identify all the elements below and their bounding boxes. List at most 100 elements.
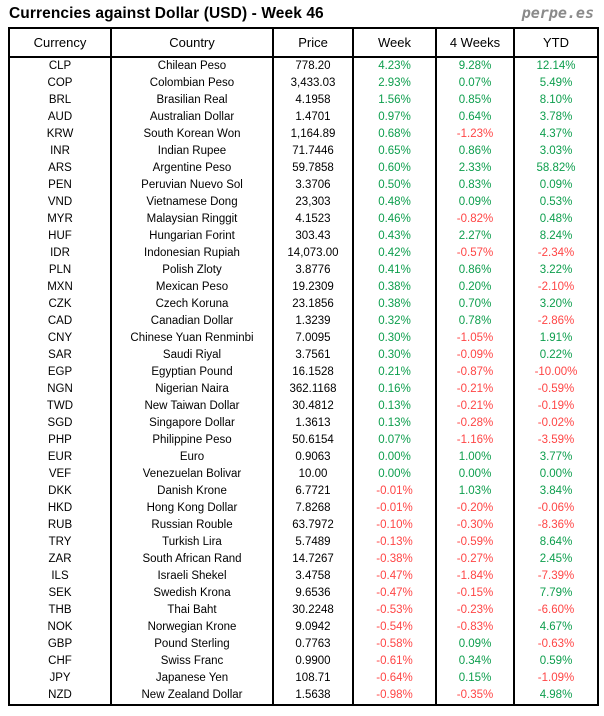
cell-week-change: 2.93% [352, 75, 437, 92]
cell-price: 0.9900 [272, 653, 354, 670]
titlebar: Currencies against Dollar (USD) - Week 4… [8, 3, 597, 27]
table-row: GBP Pound Sterling 0.7763 -0.58% 0.09% -0.63% [8, 636, 599, 653]
cell-4week-change: 0.34% [435, 653, 515, 670]
table-row: THB Thai Baht 30.2248 -0.53% -0.23% -6.60% [8, 602, 599, 619]
cell-4week-change: -0.23% [435, 602, 515, 619]
cell-ytd-change: -0.19% [513, 398, 599, 415]
cell-4week-change: 0.78% [435, 313, 515, 330]
cell-country: Peruvian Nuevo Sol [110, 177, 274, 194]
table-body: CLP Chilean Peso 778.20 4.23% 9.28% 12.14% COP… [8, 57, 599, 705]
cell-week-change: 4.23% [352, 57, 437, 75]
cell-ytd-change: -8.36% [513, 517, 599, 534]
cell-price: 7.8268 [272, 500, 354, 517]
cell-price: 3.8776 [272, 262, 354, 279]
cell-4week-change: 2.33% [435, 160, 515, 177]
cell-4week-change: -0.83% [435, 619, 515, 636]
cell-4week-change: -0.28% [435, 415, 515, 432]
cell-currency-code: DKK [8, 483, 112, 500]
table-row: SGD Singapore Dollar 1.3613 0.13% -0.28% -0.0… [8, 415, 599, 432]
cell-currency-code: MYR [8, 211, 112, 228]
cell-country: Singapore Dollar [110, 415, 274, 432]
cell-country: Saudi Riyal [110, 347, 274, 364]
cell-country: Australian Dollar [110, 109, 274, 126]
cell-week-change: 0.30% [352, 330, 437, 347]
col-header-week: Week [352, 28, 437, 58]
cell-week-change: 0.32% [352, 313, 437, 330]
cell-week-change: 0.13% [352, 398, 437, 415]
cell-country: Pound Sterling [110, 636, 274, 653]
cell-ytd-change: -1.09% [513, 670, 599, 687]
cell-ytd-change: 58.82% [513, 160, 599, 177]
cell-week-change: -0.13% [352, 534, 437, 551]
cell-country: Israeli Shekel [110, 568, 274, 585]
cell-currency-code: AUD [8, 109, 112, 126]
cell-4week-change: 0.15% [435, 670, 515, 687]
cell-price: 7.0095 [272, 330, 354, 347]
cell-currency-code: PLN [8, 262, 112, 279]
cell-4week-change: 1.00% [435, 449, 515, 466]
cell-week-change: 0.42% [352, 245, 437, 262]
table-row: KRW South Korean Won 1,164.89 0.68% -1.23% 4.… [8, 126, 599, 143]
cell-4week-change: 0.00% [435, 466, 515, 483]
cell-country: Vietnamese Dong [110, 194, 274, 211]
cell-week-change: 1.56% [352, 92, 437, 109]
cell-4week-change: 1.03% [435, 483, 515, 500]
cell-currency-code: INR [8, 143, 112, 160]
table-row: VND Vietnamese Dong 23,303 0.48% 0.09% 0.53% [8, 194, 599, 211]
cell-ytd-change: 3.84% [513, 483, 599, 500]
table-row: EGP Egyptian Pound 16.1528 0.21% -0.87% -10.0… [8, 364, 599, 381]
table-row: INR Indian Rupee 71.7446 0.65% 0.86% 3.03% [8, 143, 599, 160]
cell-week-change: -0.64% [352, 670, 437, 687]
col-header-price: Price [272, 28, 354, 58]
table-row: BRL Brasilian Real 4.1958 1.56% 0.85% 8.10% [8, 92, 599, 109]
cell-price: 303.43 [272, 228, 354, 245]
cell-ytd-change: 0.59% [513, 653, 599, 670]
cell-currency-code: SGD [8, 415, 112, 432]
cell-ytd-change: -10.00% [513, 364, 599, 381]
table-row: ZAR South African Rand 14.7267 -0.38% -0.27%… [8, 551, 599, 568]
table-row: NZD New Zealand Dollar 1.5638 -0.98% -0.35% 4… [8, 687, 599, 705]
cell-ytd-change: -0.06% [513, 500, 599, 517]
cell-week-change: 0.00% [352, 466, 437, 483]
cell-week-change: -0.58% [352, 636, 437, 653]
cell-currency-code: HKD [8, 500, 112, 517]
cell-week-change: 0.50% [352, 177, 437, 194]
cell-week-change: -0.98% [352, 687, 437, 705]
cell-price: 6.7721 [272, 483, 354, 500]
cell-4week-change: -0.09% [435, 347, 515, 364]
cell-4week-change: 0.85% [435, 92, 515, 109]
cell-ytd-change: 3.20% [513, 296, 599, 313]
cell-country: Chilean Peso [110, 57, 274, 75]
cell-week-change: -0.53% [352, 602, 437, 619]
cell-ytd-change: 8.64% [513, 534, 599, 551]
cell-currency-code: CNY [8, 330, 112, 347]
cell-week-change: 0.65% [352, 143, 437, 160]
cell-week-change: -0.54% [352, 619, 437, 636]
cell-country: Malaysian Ringgit [110, 211, 274, 228]
cell-ytd-change: -0.02% [513, 415, 599, 432]
col-header-country: Country [110, 28, 274, 58]
cell-price: 1.5638 [272, 687, 354, 705]
cell-ytd-change: 1.91% [513, 330, 599, 347]
cell-currency-code: EGP [8, 364, 112, 381]
cell-4week-change: 0.86% [435, 262, 515, 279]
table-row: MYR Malaysian Ringgit 4.1523 0.46% -0.82% 0.4… [8, 211, 599, 228]
cell-currency-code: PEN [8, 177, 112, 194]
brand-logo: perpe.es [521, 4, 594, 22]
cell-price: 9.6536 [272, 585, 354, 602]
cell-ytd-change: 3.22% [513, 262, 599, 279]
cell-currency-code: VEF [8, 466, 112, 483]
cell-price: 1.4701 [272, 109, 354, 126]
cell-currency-code: CAD [8, 313, 112, 330]
cell-ytd-change: -2.34% [513, 245, 599, 262]
table-row: PHP Philippine Peso 50.6154 0.07% -1.16% -3.5… [8, 432, 599, 449]
cell-country: South Korean Won [110, 126, 274, 143]
cell-country: South African Rand [110, 551, 274, 568]
cell-country: Japanese Yen [110, 670, 274, 687]
cell-price: 0.7763 [272, 636, 354, 653]
cell-country: Mexican Peso [110, 279, 274, 296]
cell-country: Egyptian Pound [110, 364, 274, 381]
cell-price: 108.71 [272, 670, 354, 687]
cell-ytd-change: 7.79% [513, 585, 599, 602]
